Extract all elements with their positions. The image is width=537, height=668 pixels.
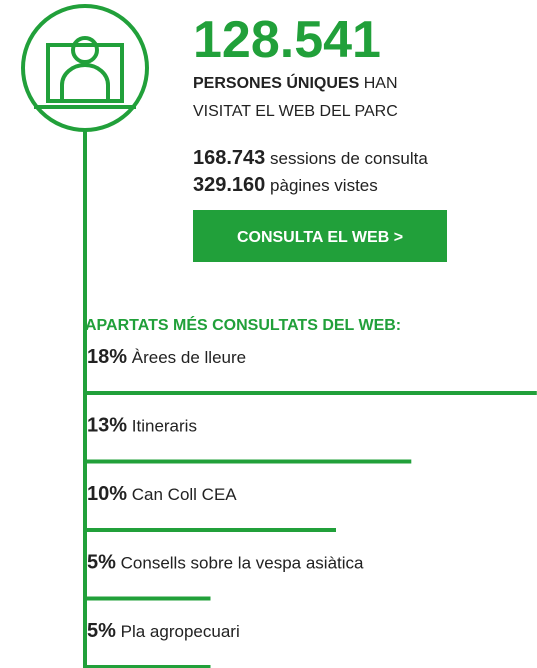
item-label: Consells sobre la vespa asiàtica xyxy=(121,554,364,573)
headline-number: 128.541 xyxy=(193,11,381,69)
icon xyxy=(21,4,149,132)
item-percent: 5% xyxy=(87,620,116,642)
item: 5% Pla agropecuari xyxy=(87,620,240,642)
chart-title: APARTATS MÉS CONSULTATS DEL WEB: xyxy=(85,315,401,334)
headline-rest: HAN xyxy=(364,75,398,92)
laptop-screen xyxy=(46,43,124,103)
stat: 168.743 sessions de consulta xyxy=(193,147,428,169)
item-label: Pla agropecuari xyxy=(121,622,240,641)
person-body xyxy=(60,63,110,101)
stat-label: pàgines vistes xyxy=(270,176,378,195)
item-percent: 5% xyxy=(87,552,116,574)
stat-value: 329.160 xyxy=(193,174,265,196)
bar xyxy=(85,391,537,395)
stat-value: 168.743 xyxy=(193,147,265,169)
item: 5% Consells sobre la vespa asiàtica xyxy=(87,552,364,574)
headline-line2: VISITAT EL WEB DEL PARC xyxy=(193,103,398,120)
headline-line1: PERSONES ÚNIQUES HAN xyxy=(193,73,398,92)
stat-label: sessions de consulta xyxy=(270,149,428,168)
bar xyxy=(85,665,211,668)
item: 18% Àrees de lleure xyxy=(87,346,246,368)
item-label: Itineraris xyxy=(132,417,197,436)
button-label[interactable]: CONSULTA EL WEB > xyxy=(237,229,403,246)
item-label: Àrees de lleure xyxy=(132,348,246,367)
item-percent: 18% xyxy=(87,346,127,368)
bar xyxy=(85,528,336,532)
item: 10% Can Coll CEA xyxy=(87,483,237,505)
item-percent: 13% xyxy=(87,415,127,437)
headline-bold: PERSONES ÚNIQUES xyxy=(193,73,360,92)
person-head xyxy=(71,36,99,64)
bar xyxy=(85,459,412,464)
item: 13% Itineraris xyxy=(87,415,197,437)
icon-circle xyxy=(21,4,149,132)
item-percent: 10% xyxy=(87,483,127,505)
stat: 329.160 pàgines vistes xyxy=(193,174,378,196)
bar xyxy=(85,596,211,601)
button[interactable]: CONSULTA EL WEB > xyxy=(193,210,447,262)
button-bg[interactable] xyxy=(193,210,447,262)
item-label: Can Coll CEA xyxy=(132,485,238,504)
